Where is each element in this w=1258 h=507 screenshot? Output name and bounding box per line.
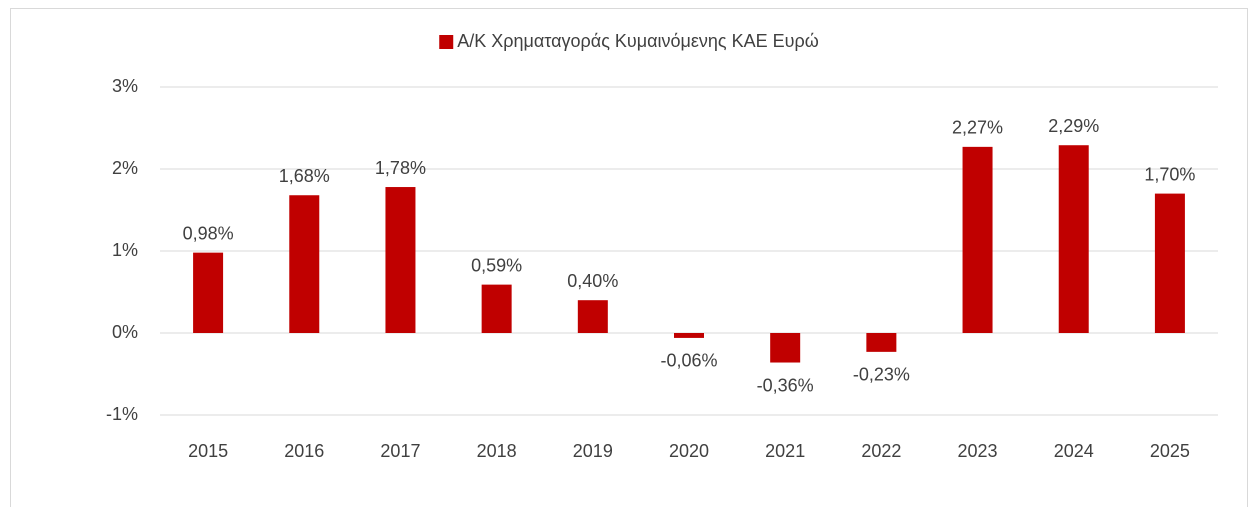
bar	[577, 300, 608, 333]
bar	[962, 146, 993, 333]
x-tick-label: 2015	[188, 441, 228, 461]
y-tick-label: 2%	[112, 158, 138, 178]
bar	[1058, 145, 1089, 333]
x-tick-label: 2018	[477, 441, 517, 461]
x-tick-label: 2016	[284, 441, 324, 461]
bar	[674, 333, 704, 338]
bar	[385, 187, 416, 333]
bar	[866, 333, 897, 352]
bar	[770, 333, 801, 363]
legend-label: Α/Κ Χρηματαγοράς Κυμαινόμενης ΚΑΕ Ευρώ	[457, 31, 819, 51]
x-tick-label: 2020	[669, 441, 709, 461]
data-label: 0,98%	[183, 223, 234, 243]
bar	[193, 252, 224, 333]
legend-swatch	[439, 35, 454, 49]
data-label: -0,06%	[660, 351, 717, 371]
data-label: 0,40%	[567, 271, 618, 291]
x-tick-label: 2023	[958, 441, 998, 461]
x-tick-label: 2022	[861, 441, 901, 461]
bar	[1154, 193, 1185, 333]
data-label: 1,68%	[279, 166, 330, 186]
data-label: 2,27%	[952, 118, 1003, 138]
x-tick-label: 2017	[380, 441, 420, 461]
bar	[481, 284, 512, 333]
data-label: 1,78%	[375, 158, 426, 178]
y-tick-label: 1%	[112, 240, 138, 260]
data-label: -0,36%	[757, 375, 814, 395]
data-label: -0,23%	[853, 365, 910, 385]
x-tick-label: 2021	[765, 441, 805, 461]
y-tick-label: -1%	[106, 404, 138, 424]
y-tick-label: 0%	[112, 322, 138, 342]
y-tick-label: 3%	[112, 76, 138, 96]
x-tick-label: 2024	[1054, 441, 1094, 461]
data-label: 1,70%	[1144, 164, 1195, 184]
bar	[289, 195, 320, 333]
data-label: 2,29%	[1048, 116, 1099, 136]
data-label: 0,59%	[471, 255, 522, 275]
x-tick-label: 2019	[573, 441, 613, 461]
x-tick-label: 2025	[1150, 441, 1190, 461]
